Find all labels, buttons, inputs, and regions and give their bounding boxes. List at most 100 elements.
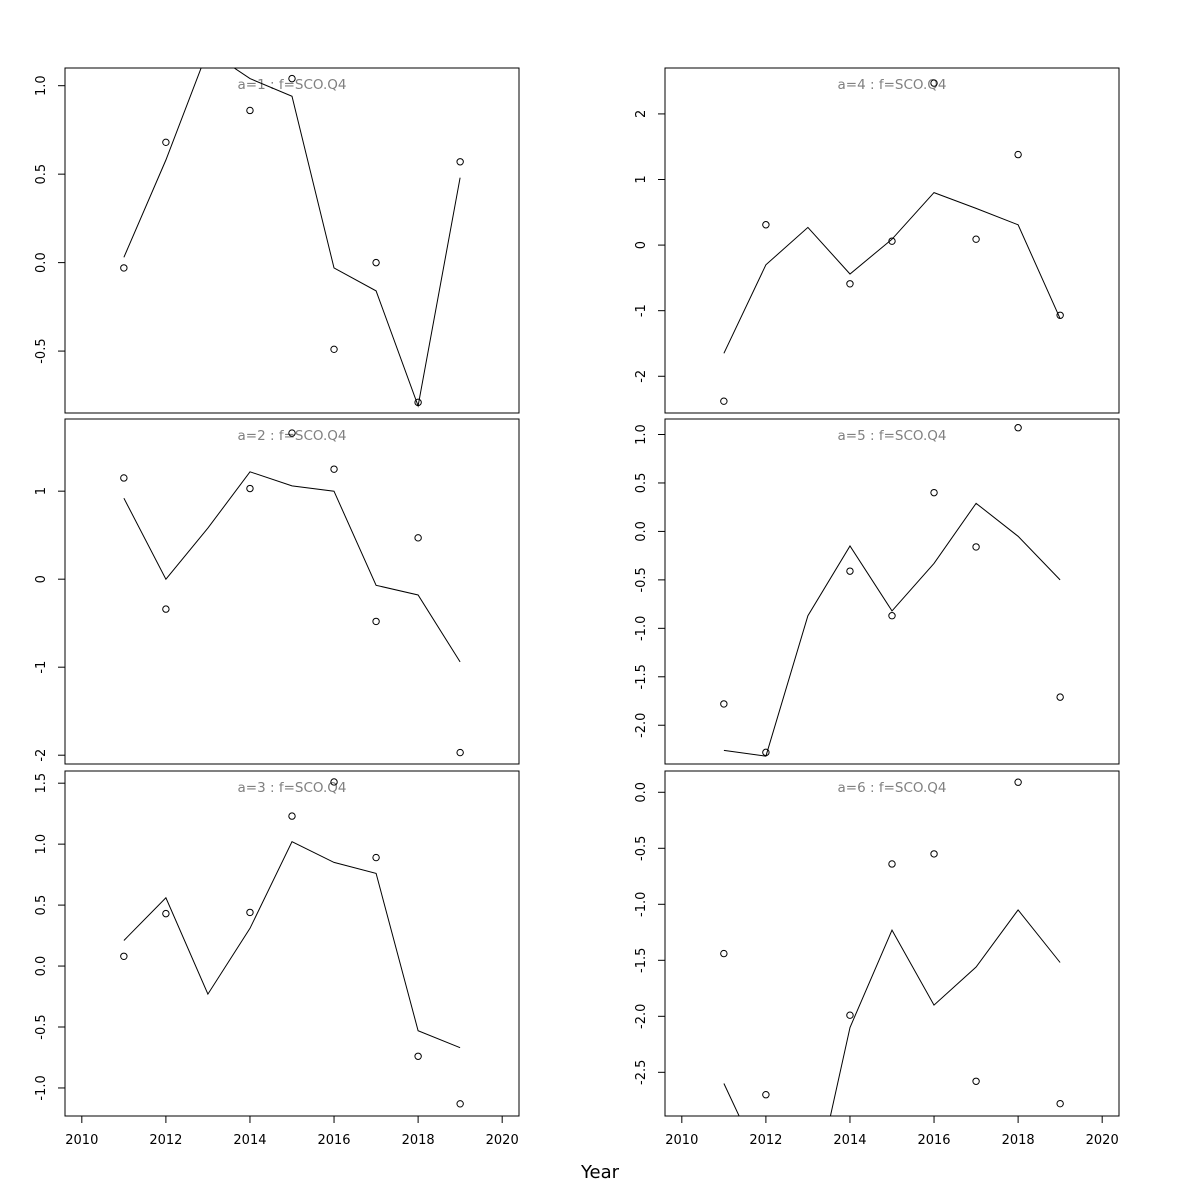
data-point	[162, 138, 170, 147]
data-point	[930, 79, 938, 87]
data-point	[330, 345, 338, 354]
y-tick-label: -2	[34, 749, 49, 762]
data-point	[846, 567, 854, 575]
y-tick-label: 0.0	[34, 252, 49, 273]
x-tick-label: 2012	[749, 1133, 782, 1148]
x-tick-label: 2014	[833, 1133, 866, 1148]
x-tick-label: 2020	[1086, 1133, 1119, 1148]
data-point	[288, 429, 296, 437]
plot-frame	[664, 418, 1120, 765]
data-point	[372, 258, 380, 267]
data-point	[1014, 778, 1022, 786]
panel-2: a=2 : f=SCO.Q4-2-101	[34, 418, 520, 765]
y-tick-label: 1.0	[34, 75, 49, 96]
data-point	[414, 534, 422, 542]
x-tick-label: 2010	[665, 1133, 698, 1148]
data-point	[1014, 424, 1022, 432]
y-tick-label: 0.0	[634, 782, 649, 803]
y-tick-label: 1.0	[634, 424, 649, 445]
data-point	[120, 474, 128, 482]
data-point	[972, 1077, 980, 1085]
data-point	[1014, 150, 1022, 159]
data-point	[456, 748, 464, 757]
panel-6: a=6 : f=SCO.Q4 -2.5 -2.0 -1.5 -1.0 -0.5 0.0 201…	[634, 770, 1120, 1148]
y-tick-label: 1.5	[34, 773, 49, 794]
x-tick-label: 2016	[317, 1133, 350, 1148]
x-tick-label: 2016	[917, 1133, 950, 1148]
y-tick-label: -0.5	[34, 1014, 49, 1039]
panel-1: a=1 : f=SCO.Q4 -0.5 0.0 0.5 1.0	[34, 67, 520, 414]
data-point	[1056, 311, 1064, 319]
plot-frame	[64, 418, 520, 765]
x-tick-label: 2018	[402, 1133, 435, 1148]
y-tick-label: -1.0	[634, 892, 649, 917]
data-point	[246, 484, 254, 493]
panel-4: a=4 : f=SCO.Q4 -2 -1 0 1 2	[634, 67, 1120, 414]
y-tick-label: 1	[34, 487, 49, 495]
data-point	[888, 612, 896, 620]
y-tick-label: 0.5	[634, 473, 649, 494]
x-tick-label: 2018	[1002, 1133, 1035, 1148]
data-point	[162, 909, 170, 918]
y-tick-label: -2.5	[634, 1060, 649, 1085]
y-tick-label: -1.0	[34, 1075, 49, 1100]
data-point	[330, 778, 338, 786]
data-point	[972, 543, 980, 551]
data-point	[162, 605, 170, 613]
y-tick-label: 2	[634, 110, 649, 118]
panel-title: a=4 : f=SCO.Q4	[838, 77, 947, 93]
y-tick-label: -2.0	[634, 713, 649, 738]
x-tick-label: 2010	[65, 1133, 98, 1148]
y-tick-label: 0.5	[34, 164, 49, 185]
data-point	[762, 1091, 770, 1099]
data-point	[288, 74, 296, 83]
y-tick-label: 0	[34, 575, 49, 583]
y-tick-label: -1.5	[634, 664, 649, 689]
data-point	[372, 853, 380, 862]
y-tick-label: 0.0	[34, 956, 49, 977]
data-point	[888, 237, 896, 245]
x-tick-label: 2012	[149, 1133, 182, 1148]
plot-frame	[664, 67, 1120, 414]
fitted-line	[723, 502, 1061, 757]
data-point	[1056, 1099, 1064, 1108]
panel-title: a=3 : f=SCO.Q4	[238, 780, 347, 796]
x-tick-label: 2014	[233, 1133, 266, 1148]
data-point	[1056, 693, 1064, 701]
data-point	[762, 221, 770, 229]
plot-frame	[64, 770, 520, 1117]
data-point	[372, 617, 380, 626]
x-tick-label: 2020	[486, 1133, 519, 1148]
y-tick-label: -1.5	[634, 948, 649, 973]
data-point	[246, 106, 254, 115]
data-point	[456, 1100, 464, 1108]
panel-title: a=1 : f=SCO.Q4	[238, 77, 347, 93]
y-tick-label: -0.5	[634, 567, 649, 592]
y-tick-label: 0.5	[34, 895, 49, 916]
fitted-line	[723, 192, 1061, 354]
panel-5: a=5 : f=SCO.Q4 -2.0 -1.5 -1.0 -0.5 0.0 0.5 1.0	[634, 418, 1120, 765]
data-point	[720, 397, 728, 405]
y-tick-label: -1.0	[634, 616, 649, 641]
plot-frame	[64, 67, 520, 414]
data-point	[414, 1052, 422, 1060]
data-point	[846, 280, 854, 288]
data-point	[456, 158, 464, 166]
data-point	[930, 850, 938, 858]
data-point	[846, 1011, 854, 1019]
y-tick-label: 0.0	[634, 521, 649, 542]
data-point	[888, 860, 896, 868]
data-point	[288, 812, 296, 820]
data-point	[972, 235, 980, 243]
y-tick-label: -1	[634, 304, 649, 317]
fitted-line	[123, 841, 461, 1049]
plot-frame	[664, 770, 1120, 1117]
data-point	[762, 748, 770, 757]
y-tick-label: 0	[634, 241, 649, 249]
data-point	[330, 465, 338, 473]
x-axis-title: Year	[580, 1162, 620, 1183]
y-tick-label: -2.0	[634, 1004, 649, 1029]
y-tick-label: -1	[34, 661, 49, 674]
y-tick-label: 1	[634, 175, 649, 183]
